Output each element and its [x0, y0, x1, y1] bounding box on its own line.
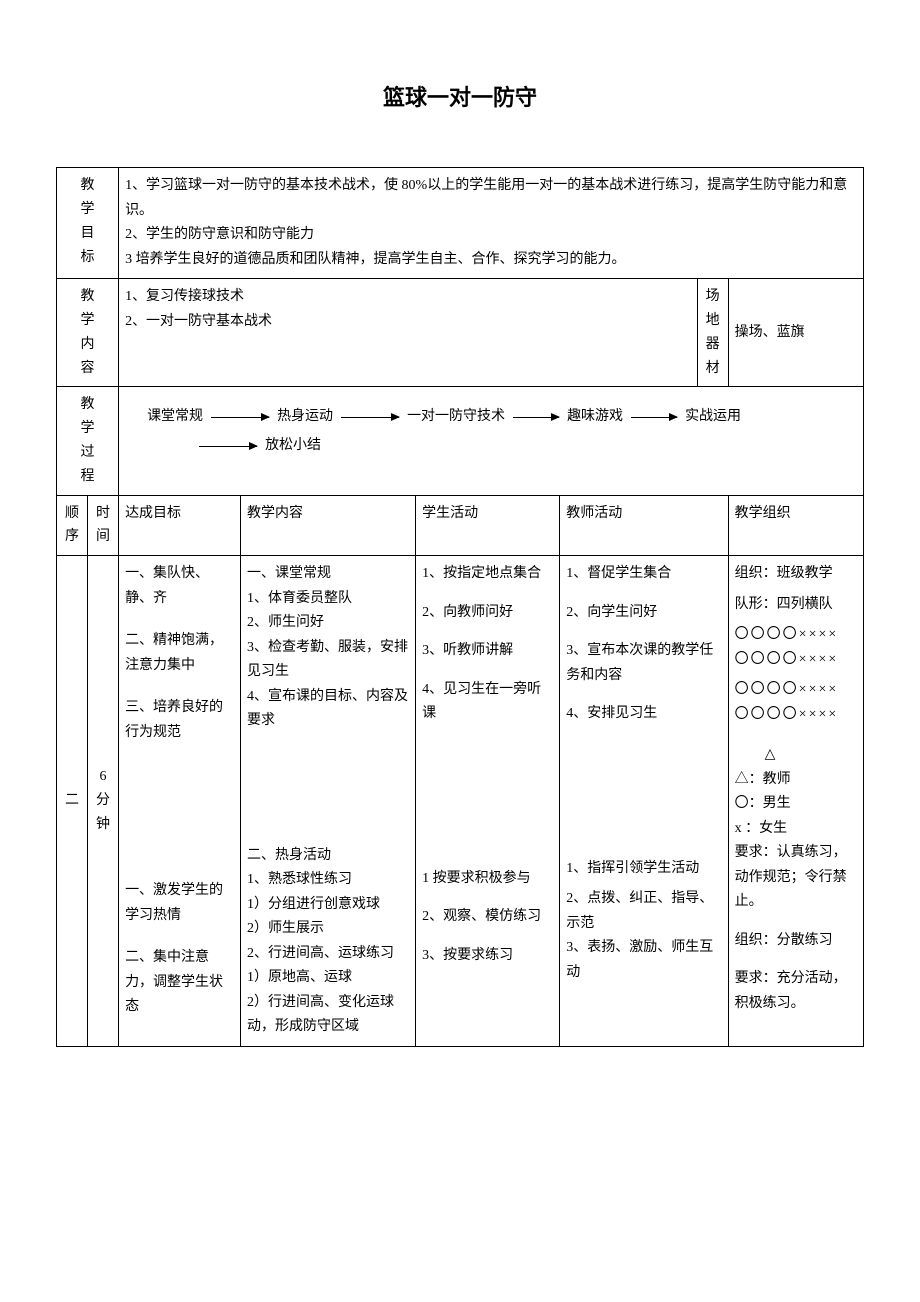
tc-b3: 2）师生展示: [247, 917, 409, 942]
arrow-icon: [199, 446, 257, 447]
flow-node-2: 热身运动: [277, 405, 333, 430]
goal-b1: 一、激发学生的学习热情: [125, 879, 234, 928]
sa-a2: 2、向教师问好: [422, 601, 553, 626]
ta-b2: 2、点拨、纠正、指导、示范: [566, 887, 721, 936]
legend-boy: 〇：男生: [735, 792, 857, 817]
ta-b1: 1、指挥引领学生活动: [566, 857, 721, 882]
header-order: 顺序: [57, 495, 88, 556]
tc-b2: 1）分组进行创意戏球: [247, 893, 409, 918]
header-teach-content: 教学内容: [240, 495, 415, 556]
goal-a2: 二、精神饱满，注意力集中: [125, 629, 234, 678]
label-content: 教学内容: [57, 279, 119, 387]
sa-a1: 1、按指定地点集合: [422, 562, 553, 587]
arrow-icon: [631, 417, 677, 418]
tc-a1: 1、体育委员整队: [247, 587, 409, 612]
legend-girl: x ：女生: [735, 817, 857, 842]
goal-b2: 二、集中注意力，调整学生状态: [125, 946, 234, 1020]
objectives-cell: 1、学习篮球一对一防守的基本技术战术，使 80%以上的学生能用一对一的基本战术进…: [119, 168, 864, 279]
tc-b1: 1、熟悉球性练习: [247, 868, 409, 893]
student-act-cell: 1、按指定地点集合 2、向教师问好 3、听教师讲解 4、见习生在一旁听课 1 按…: [416, 556, 560, 1047]
formation-row-4: 〇〇〇〇××××: [735, 703, 857, 728]
legend-teacher: △：教师: [735, 768, 857, 793]
flow-node-4: 趣味游戏: [567, 405, 623, 430]
label-process: 教学过程: [57, 387, 119, 495]
flow-node-5: 实战运用: [685, 405, 741, 430]
process-flow: 课堂常规 热身运动 一对一防守技术 趣味游戏 实战运用 放松小结: [119, 387, 864, 495]
objective-1: 1、学习篮球一对一防守的基本技术战术，使 80%以上的学生能用一对一的基本战术进…: [125, 174, 857, 223]
header-teacher-act: 教师活动: [560, 495, 728, 556]
org-l1: 组织：班级教学: [735, 562, 857, 587]
org-req1: 要求：认真练习，动作规范；令行禁止。: [735, 841, 857, 915]
equipment-cell: 操场、蓝旗: [728, 279, 863, 387]
tc-b7: 动，形成防守区域: [247, 1015, 409, 1040]
ta-b3: 3、表扬、激励、师生互动: [566, 936, 721, 985]
formation-row-1: 〇〇〇〇××××: [735, 623, 857, 648]
sa-b3: 3、按要求练习: [422, 944, 553, 969]
teacher-triangle-icon: △: [735, 743, 857, 768]
header-student-act: 学生活动: [416, 495, 560, 556]
tc-b4: 2、行进间高、运球练习: [247, 942, 409, 967]
ta-a2: 2、向学生问好: [566, 601, 721, 626]
objective-3: 3 培养学生良好的道德品质和团队精神，提高学生自主、合作、探究学习的能力。: [125, 248, 857, 273]
flow-node-3: 一对一防守技术: [407, 405, 505, 430]
org-l2: 队形：四列横队: [735, 593, 857, 618]
page-title: 篮球一对一防守: [56, 80, 864, 115]
label-objectives: 教学目标: [57, 168, 119, 279]
ta-a3: 3、宣布本次课的教学任务和内容: [566, 639, 721, 688]
objective-2: 2、学生的防守意识和防守能力: [125, 223, 857, 248]
header-teach-org: 教学组织: [728, 495, 863, 556]
time-cell: 6分钟: [88, 556, 119, 1047]
tc-a0: 一、课堂常规: [247, 562, 409, 587]
flow-node-1: 课堂常规: [147, 405, 203, 430]
tc-b6: 2）行进间高、变化运球: [247, 991, 409, 1016]
arrow-icon: [513, 417, 559, 418]
ta-a4: 4、安排见习生: [566, 702, 721, 727]
header-time: 时间: [88, 495, 119, 556]
sa-a3: 3、听教师讲解: [422, 639, 553, 664]
org-req2: 要求：充分活动，积极练习。: [735, 967, 857, 1016]
goals-cell: 一、集队快、静、齐 二、精神饱满，注意力集中 三、培养良好的行为规范 一、激发学…: [119, 556, 241, 1047]
arrow-icon: [211, 417, 269, 418]
formation-row-2: 〇〇〇〇××××: [735, 648, 857, 673]
goal-a1: 一、集队快、静、齐: [125, 562, 234, 611]
tc-b0: 二、热身活动: [247, 844, 409, 869]
lesson-plan-table: 教学目标 1、学习篮球一对一防守的基本技术战术，使 80%以上的学生能用一对一的…: [56, 167, 864, 1046]
order-cell: 二: [57, 556, 88, 1047]
formation-row-3: 〇〇〇〇××××: [735, 678, 857, 703]
tc-b5: 1）原地高、运球: [247, 966, 409, 991]
sa-a4: 4、见习生在一旁听课: [422, 678, 553, 727]
sa-b2: 2、观察、模仿练习: [422, 905, 553, 930]
teach-content-cell: 一、课堂常规 1、体育委员整队 2、师生问好 3、检查考勤、服装，安排见习生 4…: [240, 556, 415, 1047]
label-equipment: 场地器材: [697, 279, 728, 387]
content-1: 1、复习传接球技术: [125, 285, 691, 310]
teach-org-cell: 组织：班级教学 队形：四列横队 〇〇〇〇×××× 〇〇〇〇×××× 〇〇〇〇××…: [728, 556, 863, 1047]
tc-a3: 3、检查考勤、服装，安排见习生: [247, 636, 409, 685]
teacher-act-cell: 1、督促学生集合 2、向学生问好 3、宣布本次课的教学任务和内容 4、安排见习生…: [560, 556, 728, 1047]
sa-b1: 1 按要求积极参与: [422, 867, 553, 892]
header-goals: 达成目标: [119, 495, 241, 556]
flow-node-6: 放松小结: [265, 434, 321, 459]
goal-a3: 三、培养良好的行为规范: [125, 696, 234, 745]
ta-a1: 1、督促学生集合: [566, 562, 721, 587]
arrow-icon: [341, 417, 399, 418]
org-l3: 组织：分散练习: [735, 929, 857, 954]
content-2: 2、一对一防守基本战术: [125, 310, 691, 335]
content-cell: 1、复习传接球技术 2、一对一防守基本战术: [119, 279, 698, 387]
tc-a4: 4、宣布课的目标、内容及要求: [247, 685, 409, 734]
tc-a2: 2、师生问好: [247, 611, 409, 636]
